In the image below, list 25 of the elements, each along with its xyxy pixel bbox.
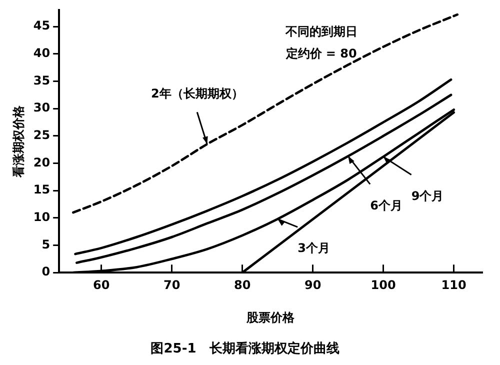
x-axis-title: 股票价格 [246,310,296,324]
y-tick-label: 5 [42,237,50,252]
text: 图25-1 长期看涨期权定价曲线 [150,340,340,357]
y-tick-label: 10 [33,210,50,224]
y-axis-title: 看涨期权价格 [11,104,26,178]
x-tick-label: 110 [441,278,466,292]
annotation: 9个月 [411,188,444,203]
y-tick-label: 40 [33,46,50,60]
annotation: 6个月 [370,198,402,212]
y-tick-label: 0 [42,264,50,279]
y-tick-label: 15 [33,182,50,197]
y-tick-label: 30 [33,100,50,115]
annotation: 3个月 [298,241,330,256]
x-tick-label: 90 [304,278,322,292]
x-tick-label: 80 [234,278,251,292]
annotation: 定约价 = 80 [284,46,357,60]
x-tick-label: 70 [164,278,180,292]
annotation: 不同的到期日 [284,24,358,38]
y-tick-label: 20 [33,155,50,170]
y-tick-label: 35 [33,73,50,88]
y-tick-label: 25 [33,128,50,142]
x-tick-label: 100 [370,278,396,292]
x-tick-label: 60 [93,278,110,292]
annotation: 2年（长期期权） [150,86,244,100]
y-tick-label: 45 [33,18,50,33]
